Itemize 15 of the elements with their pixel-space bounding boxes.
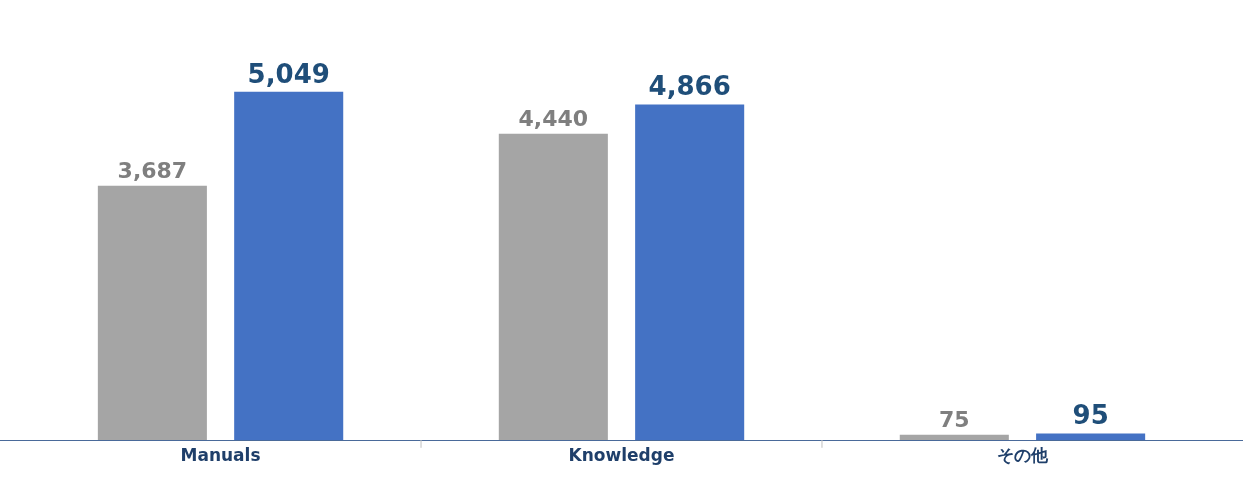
x-tick-label: その他 (996, 445, 1049, 466)
data-label: 75 (938, 406, 970, 432)
data-label: 4,440 (518, 105, 589, 131)
data-label: 5,049 (247, 58, 330, 89)
data-label: 3,687 (117, 157, 188, 183)
x-tick-label: Knowledge (568, 445, 675, 466)
bar (899, 434, 1009, 440)
bar (635, 104, 745, 440)
bar (234, 91, 344, 440)
bar (498, 133, 608, 440)
bar (97, 185, 207, 440)
x-tick-label: Manuals (180, 445, 261, 466)
data-label: 4,866 (648, 71, 731, 102)
data-label: 95 (1072, 400, 1109, 431)
bar (1036, 433, 1146, 440)
